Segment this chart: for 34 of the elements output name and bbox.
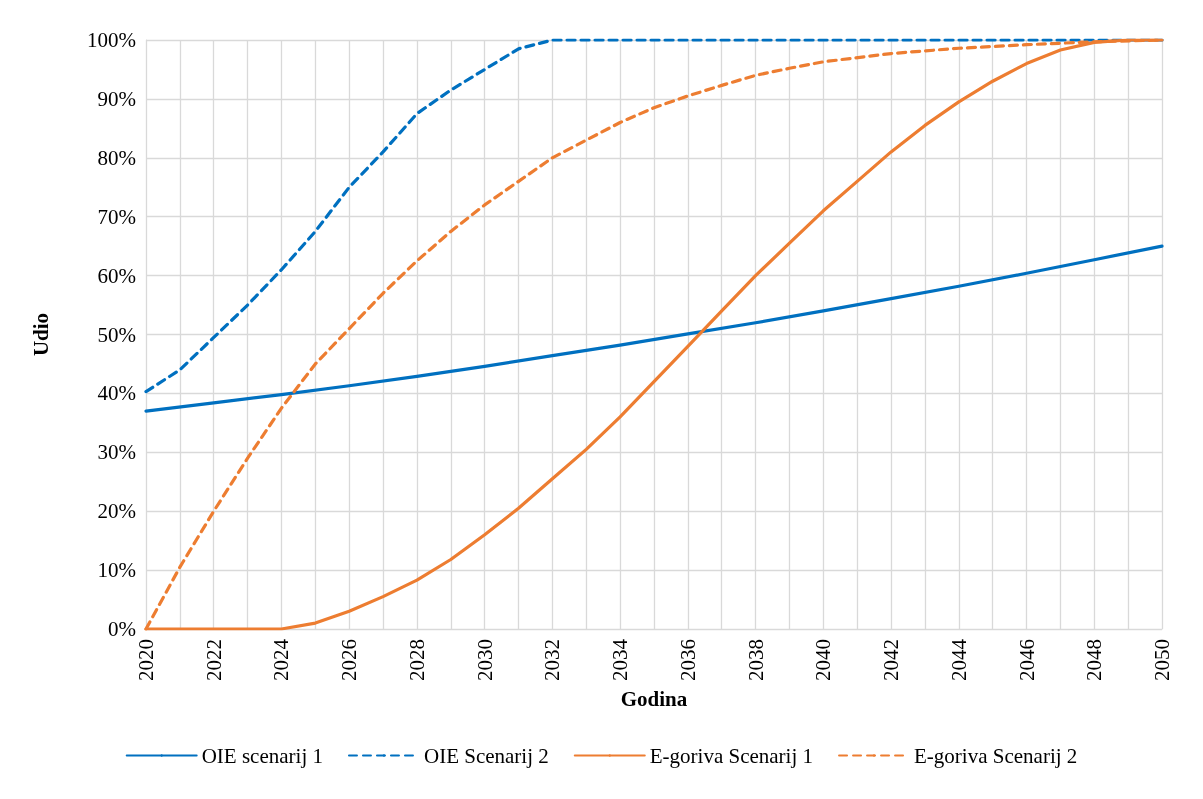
x-tick-label: 2020 xyxy=(134,639,158,681)
y-tick-label: 90% xyxy=(97,86,136,111)
legend-label: E-goriva Scenarij 2 xyxy=(914,743,1078,768)
y-tick-label: 10% xyxy=(97,558,136,583)
x-tick-label: 2026 xyxy=(337,639,362,681)
legend-label: OIE scenarij 1 xyxy=(201,743,323,768)
legend-label: E-goriva Scenarij 1 xyxy=(649,743,814,768)
x-tick-label: 2042 xyxy=(879,639,904,681)
x-axis-title: Godina xyxy=(620,687,688,712)
legend-label: OIE Scenarij 2 xyxy=(423,743,549,768)
x-tick-label: 2050 xyxy=(1150,639,1174,681)
x-tick-label: 2024 xyxy=(269,638,294,681)
x-tick-label: 2034 xyxy=(608,638,633,681)
x-tick-label: 2038 xyxy=(743,639,768,681)
y-tick-label: 20% xyxy=(97,499,136,524)
x-tick-label: 2046 xyxy=(1014,639,1039,681)
y-tick-label: 30% xyxy=(97,440,136,465)
x-tick-label: 2048 xyxy=(1082,639,1107,681)
y-tick-label: 0% xyxy=(108,617,136,641)
x-tick-label: 2028 xyxy=(404,639,429,681)
x-tick-label: 2022 xyxy=(201,639,226,681)
x-tick-label: 2040 xyxy=(811,639,836,681)
y-tick-label: 100% xyxy=(87,28,136,52)
x-tick-label: 2036 xyxy=(675,639,700,681)
x-tick-label: 2030 xyxy=(472,639,497,681)
y-tick-label: 60% xyxy=(97,263,136,288)
y-axis-title: Udio xyxy=(28,312,53,357)
y-tick-label: 70% xyxy=(97,204,136,229)
y-tick-label: 50% xyxy=(97,322,136,347)
y-tick-label: 40% xyxy=(97,381,136,406)
line-series xyxy=(144,244,1164,413)
y-tick-label: 80% xyxy=(97,145,136,170)
x-tick-label: 2032 xyxy=(540,639,565,681)
x-tick-label: 2044 xyxy=(946,638,971,681)
